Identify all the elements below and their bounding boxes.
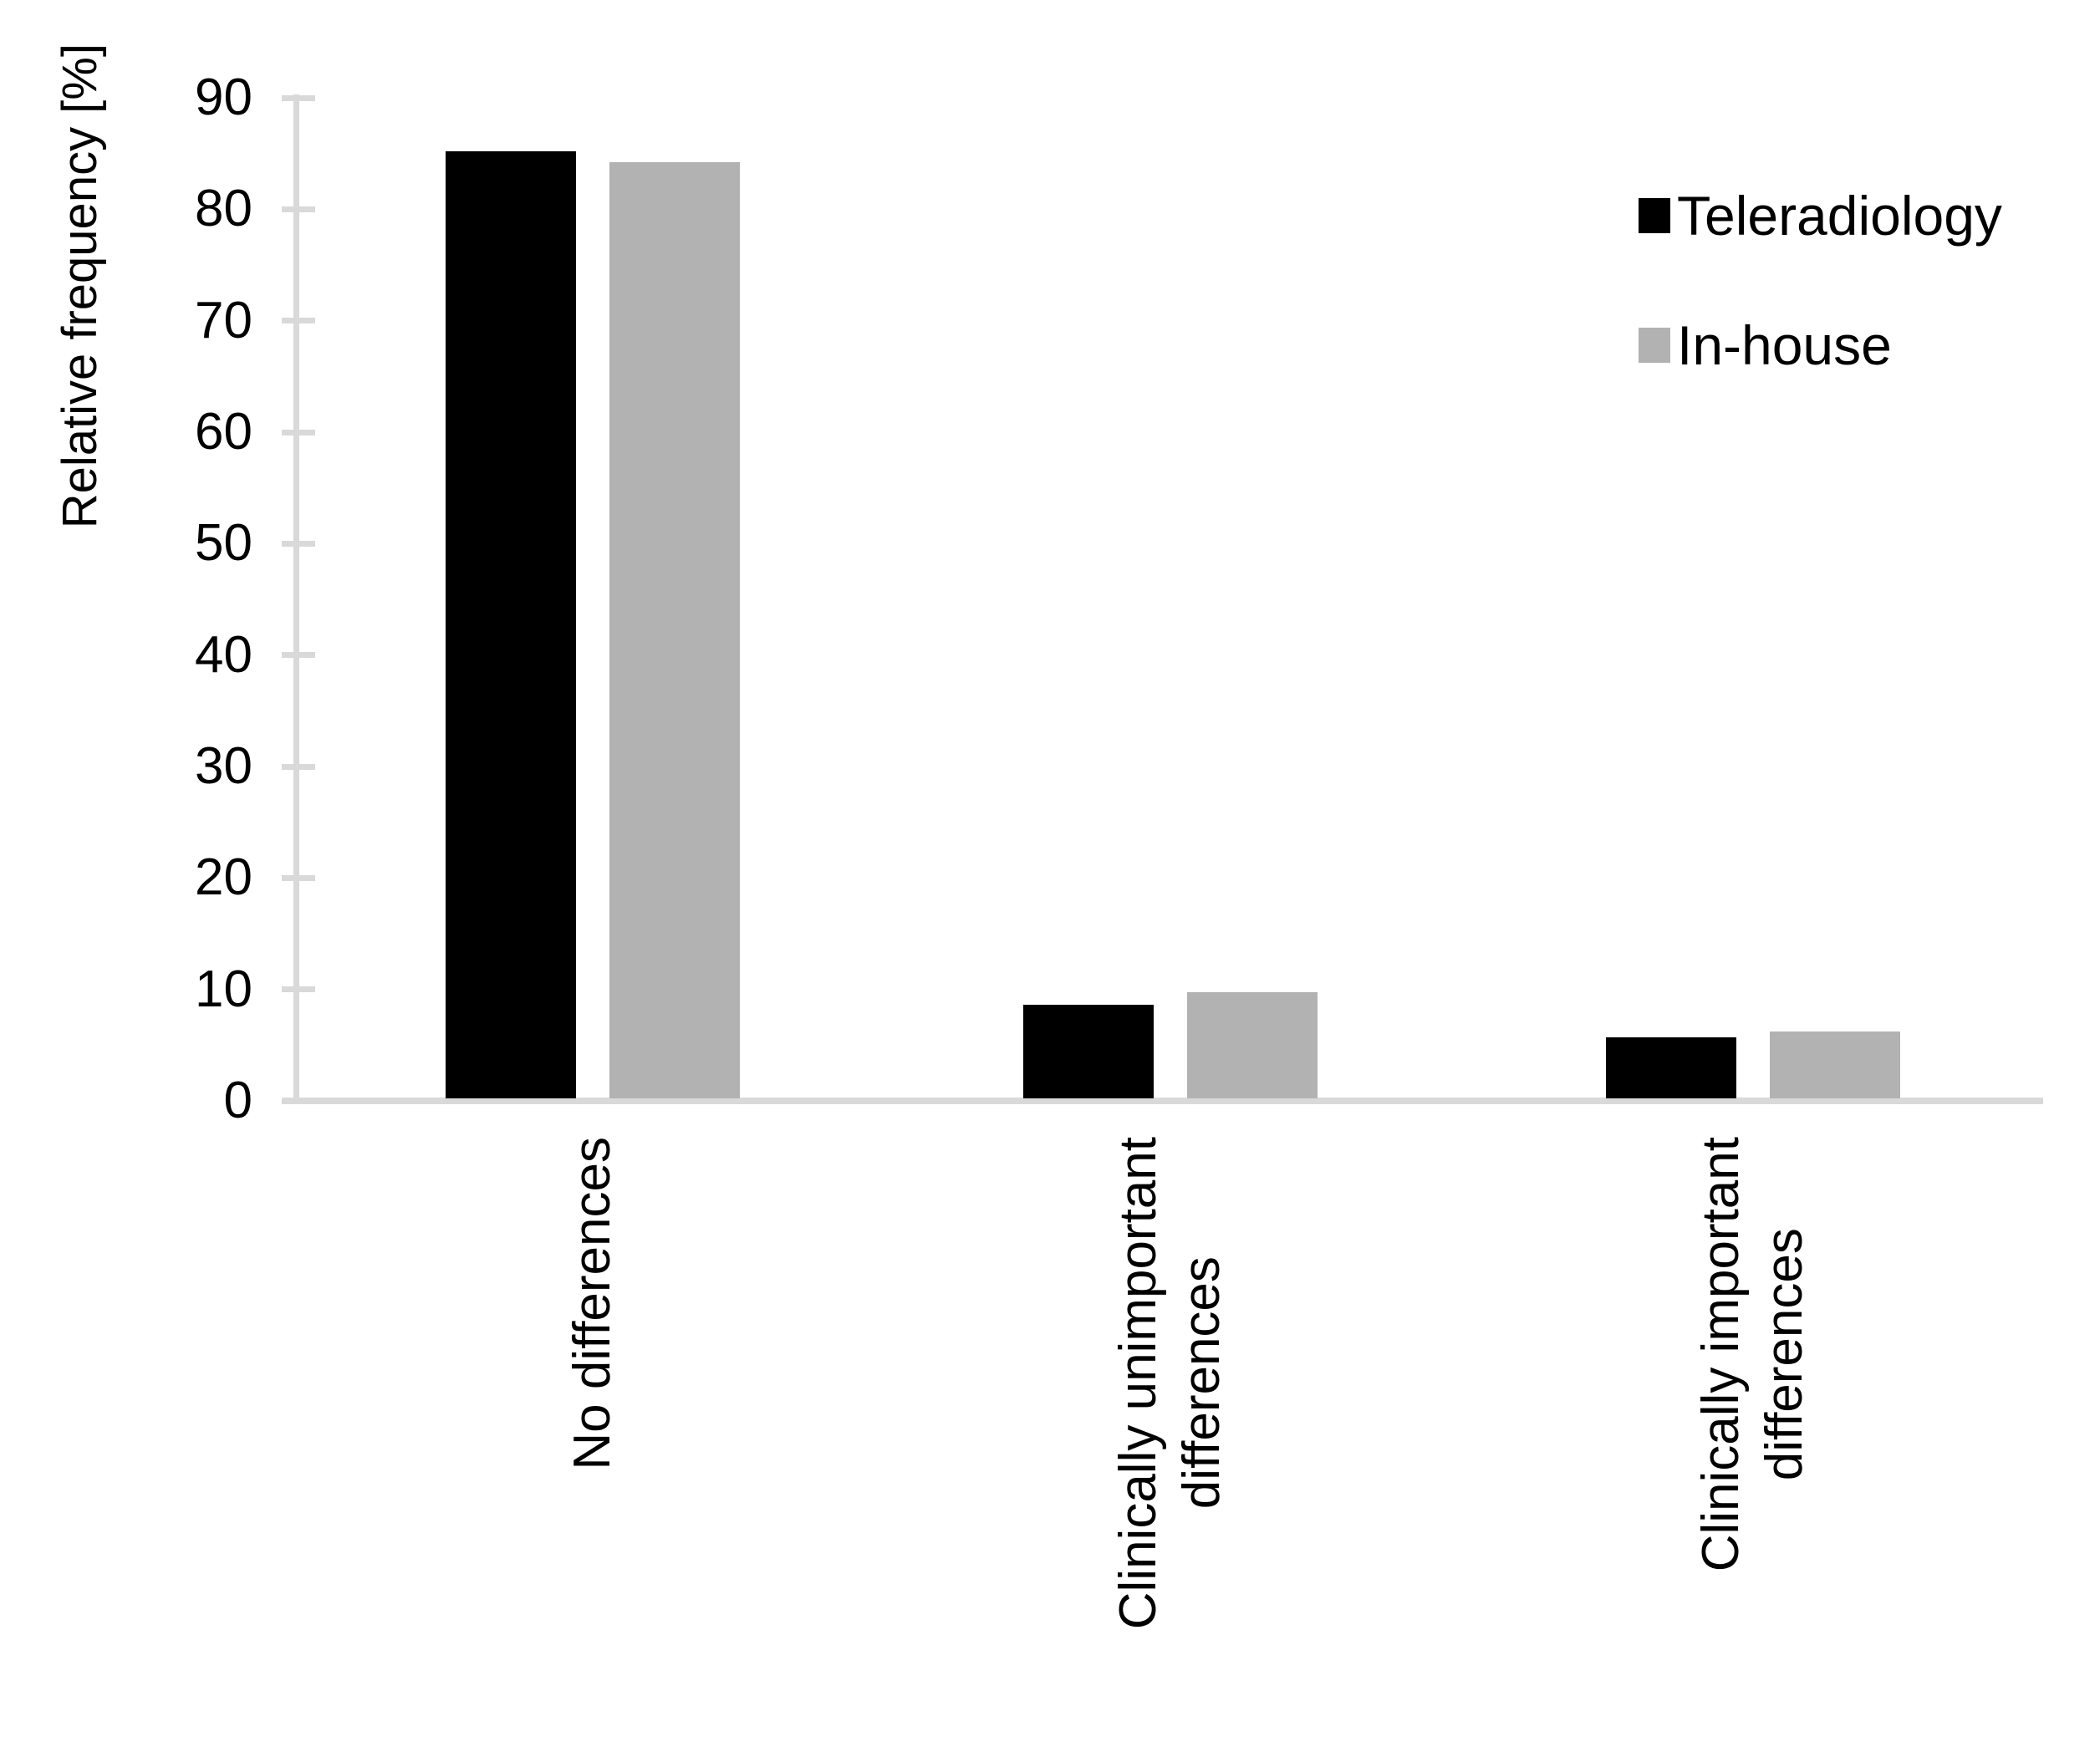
- bar-teleradiology-2: [1023, 1005, 1154, 1098]
- x-category-label: Clinically unimportant differences: [1109, 1137, 1231, 1630]
- y-tick-mark: [282, 318, 315, 324]
- y-tick-mark: [282, 986, 315, 993]
- bar-teleradiology-1: [446, 151, 576, 1098]
- y-tick-label: 30: [195, 737, 252, 795]
- y-axis-line: [293, 94, 299, 1104]
- bar-in-house-3: [1770, 1031, 1900, 1098]
- x-category-label: No differences: [563, 1137, 621, 1470]
- y-tick-mark: [282, 874, 315, 881]
- y-tick-label: 40: [195, 625, 252, 684]
- y-tick-mark: [282, 94, 315, 101]
- y-tick-mark: [282, 763, 315, 770]
- y-tick-mark: [282, 540, 315, 547]
- y-tick-mark: [282, 652, 315, 659]
- bar-teleradiology-3: [1606, 1037, 1736, 1098]
- bar-in-house-2: [1187, 992, 1318, 1098]
- legend-label: In-house: [1677, 314, 1892, 376]
- legend-swatch-icon: [1639, 198, 1670, 233]
- x-axis-line: [283, 1098, 2043, 1104]
- y-tick-label: 20: [195, 848, 252, 907]
- y-tick-label: 50: [195, 514, 252, 573]
- y-tick-label: 80: [195, 180, 252, 238]
- y-tick-label: 70: [195, 291, 252, 349]
- y-tick-label: 0: [223, 1072, 252, 1129]
- y-tick-mark: [282, 1098, 315, 1104]
- y-tick-label: 60: [195, 403, 252, 461]
- x-category-label: Clinically important differences: [1692, 1137, 1813, 1572]
- bar-in-house-1: [609, 162, 740, 1098]
- legend-swatch-icon: [1639, 328, 1670, 363]
- y-tick-mark: [282, 429, 315, 436]
- y-tick-mark: [282, 206, 315, 212]
- y-tick-label: 10: [195, 960, 252, 1018]
- y-tick-label: 90: [195, 69, 252, 127]
- legend-label: Teleradiology: [1677, 185, 2002, 247]
